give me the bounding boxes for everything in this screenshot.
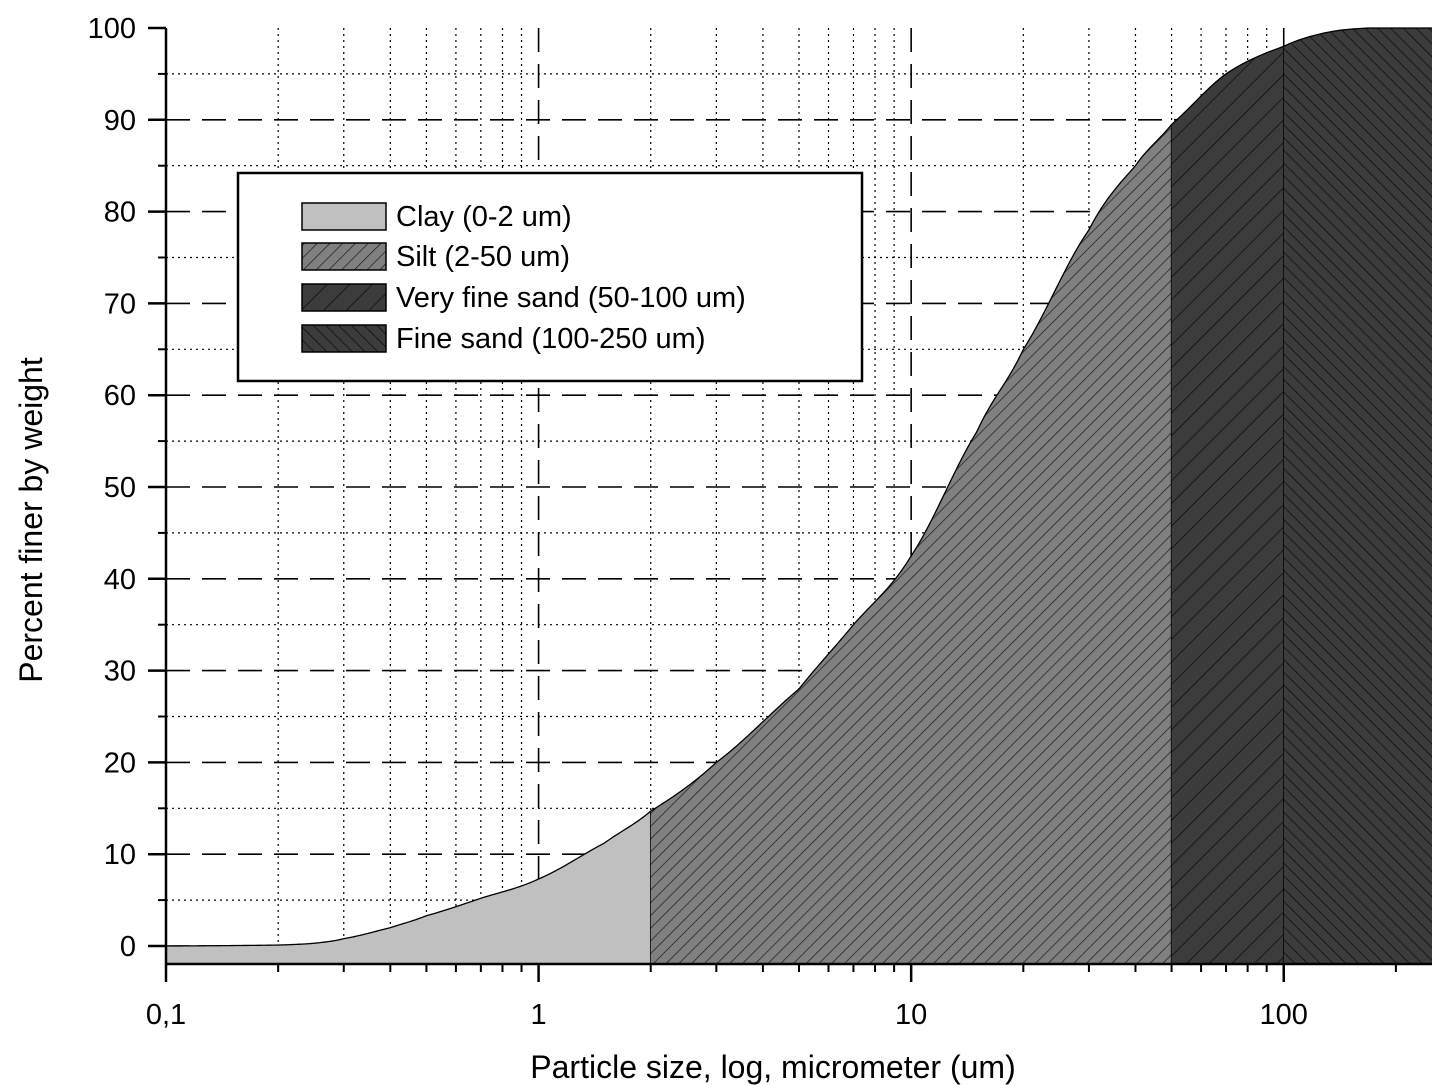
y-tick-label: 100 bbox=[88, 13, 136, 45]
x-tick-label: 100 bbox=[1260, 999, 1308, 1031]
x-tick-label: 1 bbox=[531, 999, 547, 1031]
legend-item-silt: Silt (2-50 um) bbox=[301, 241, 570, 273]
y-tick-label: 20 bbox=[104, 747, 136, 779]
legend-swatch-fine-sand bbox=[301, 324, 387, 353]
legend-item-clay: Clay (0-2 um) bbox=[301, 201, 572, 233]
cumulative-curve bbox=[165, 27, 1432, 947]
area-segment-silt bbox=[650, 124, 1172, 964]
y-tick-label: 90 bbox=[104, 105, 136, 137]
legend: Clay (0-2 um) Silt (2-50 um) Very fine s… bbox=[236, 171, 864, 383]
legend-item-very-fine-sand: Very fine sand (50-100 um) bbox=[301, 282, 746, 314]
area-segment-very-fine-sand bbox=[1171, 46, 1284, 965]
legend-swatch-silt bbox=[301, 242, 387, 271]
y-tick-label: 10 bbox=[104, 839, 136, 871]
x-tick-label: 0,1 bbox=[146, 999, 186, 1031]
y-tick-label: 60 bbox=[104, 380, 136, 412]
area-segment-clay bbox=[166, 811, 651, 964]
legend-label-fine-sand: Fine sand (100-250 um) bbox=[396, 323, 706, 355]
y-axis-title: Percent finer by weight bbox=[13, 357, 49, 683]
legend-swatch-very-fine-sand bbox=[301, 283, 387, 312]
y-tick-label: 40 bbox=[104, 564, 136, 596]
y-tick-label: 80 bbox=[104, 197, 136, 229]
legend-label-clay: Clay (0-2 um) bbox=[396, 201, 572, 233]
y-tick-label: 30 bbox=[104, 656, 136, 688]
legend-label-very-fine-sand: Very fine sand (50-100 um) bbox=[396, 282, 746, 314]
y-tick-label: 50 bbox=[104, 472, 136, 504]
x-axis-title: Particle size, log, micrometer (um) bbox=[530, 1049, 1015, 1085]
area-series bbox=[165, 27, 1432, 965]
y-tick-label: 0 bbox=[120, 931, 136, 963]
legend-swatch-clay bbox=[301, 202, 387, 231]
legend-item-fine-sand: Fine sand (100-250 um) bbox=[301, 323, 706, 355]
x-tick-label: 10 bbox=[895, 999, 927, 1031]
axes: 0 10 20 30 40 50 60 70 80 90 100 0,1 1 10 100 bbox=[88, 13, 1432, 1031]
legend-label-silt: Silt (2-50 um) bbox=[396, 241, 570, 273]
y-tick-label: 70 bbox=[104, 288, 136, 320]
area-segment-fine-sand bbox=[1283, 28, 1432, 964]
